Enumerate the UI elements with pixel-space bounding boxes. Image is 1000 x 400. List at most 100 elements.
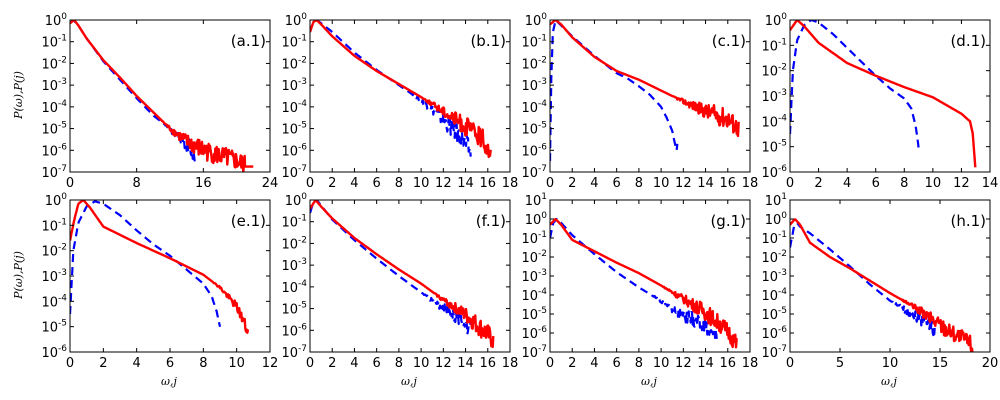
panel-h1: 0 5 10 15 20 10-7 10-6 10-5 10-4 10-3 10-2 10-1 100 1… (761, 192, 998, 371)
x-tick-label: 0 (786, 176, 794, 191)
series-p-omega-line (550, 217, 718, 343)
y-tick-label: 100 (285, 12, 308, 29)
x-tick-label: 14 (457, 356, 474, 371)
y-tick-label: 10-4 (41, 99, 67, 116)
panel-label: (d.1) (950, 32, 986, 50)
y-tick-label: 10-1 (761, 37, 787, 54)
x-tick-label: 12 (262, 356, 279, 371)
y-tick-label: 10-1 (41, 34, 67, 51)
x-tick-label: 0 (546, 176, 554, 191)
x-tick-label: 6 (872, 176, 880, 191)
x-tick-label: 4 (843, 176, 851, 191)
x-tick-label: 10 (228, 356, 245, 371)
x-tick-label: 6 (373, 356, 381, 371)
x-tick-label: 0 (66, 176, 74, 191)
x-tick-label: 10 (413, 176, 430, 191)
x-tick-label: 4 (350, 356, 358, 371)
x-tick-label: 14 (697, 176, 714, 191)
series-p-omega-line (790, 222, 936, 339)
plot-frame (69, 19, 271, 173)
panel-label: (g.1) (710, 212, 746, 230)
plot-frame (549, 19, 751, 173)
x-tick-label: 6 (373, 176, 381, 191)
y-tick-label: 10-1 (41, 217, 67, 234)
x-tick-label: 10 (925, 176, 942, 191)
y-tick-label: 10-5 (281, 121, 307, 138)
x-tick-label: 2 (568, 176, 576, 191)
x-tick-label: 0 (306, 356, 314, 371)
y-tick-label: 101 (765, 192, 787, 209)
x-tick-label: 4 (350, 176, 358, 191)
y-tick-label: 10-4 (761, 113, 787, 130)
x-tick-label: 15 (932, 356, 949, 371)
x-tick-label: 24 (262, 176, 279, 191)
panel-label: (e.1) (231, 212, 266, 230)
panel-e1: 0 2 4 6 8 10 12 10-6 10-5 10-4 10-3 10-2 10-1 100 (e.1… (41, 192, 278, 371)
x-tick-label: 12 (435, 356, 452, 371)
y-tick-label: 10-1 (521, 230, 547, 247)
x-tick-label: 8 (900, 176, 908, 191)
y-tick-label: 10-5 (761, 139, 787, 156)
x-tick-label: 10 (413, 356, 430, 371)
x-tick-label: 2 (568, 356, 576, 371)
y-tick-label: 10-6 (281, 142, 307, 159)
y-tick-label: 101 (525, 192, 547, 209)
plot-frame (309, 19, 511, 173)
y-tick-label: 10-6 (281, 322, 307, 339)
y-tick-label: 10-3 (521, 268, 547, 285)
series-p-j-line (550, 20, 740, 138)
y-tick-label: 10-5 (281, 301, 307, 318)
y-tick-label: 100 (525, 211, 548, 228)
y-tick-label: 100 (525, 12, 548, 29)
panel-label: (b.1) (470, 32, 506, 50)
x-tick-label: 16 (480, 356, 497, 371)
series-group (70, 200, 250, 334)
y-tick-label: 10-7 (41, 164, 67, 181)
x-tick-label: 8 (395, 356, 403, 371)
x-tick-label: 8 (635, 356, 643, 371)
y-tick-label: 10-7 (281, 344, 307, 361)
x-tick-label: 8 (635, 176, 643, 191)
x-tick-label: 4 (133, 356, 141, 371)
x-tick-label: 2 (99, 356, 107, 371)
series-group (790, 20, 977, 168)
x-tick-label: 0 (66, 356, 74, 371)
x-tick-label: 12 (675, 356, 692, 371)
y-tick-label: 100 (45, 192, 68, 209)
y-axis-label: P(ω),P(j) (12, 71, 25, 120)
y-tick-label: 10-2 (281, 235, 307, 252)
series-group (310, 20, 492, 159)
x-tick-label: 8 (199, 356, 207, 371)
series-group (790, 218, 974, 352)
y-tick-label: 10-7 (521, 344, 547, 361)
y-tick-label: 10-6 (41, 344, 67, 361)
series-p-j-line (70, 20, 254, 172)
x-tick-label: 10 (653, 356, 670, 371)
y-tick-label: 10-1 (281, 34, 307, 51)
series-p-omega-line (310, 20, 472, 157)
x-tick-label: 2 (328, 356, 336, 371)
x-tick-label: 0 (546, 356, 554, 371)
x-tick-label: 14 (982, 176, 999, 191)
panel-a1: 0 8 16 24 10-7 10-6 10-5 10-4 10-3 10-2 10-1 100 (a.… (41, 12, 278, 191)
x-tick-label: 6 (166, 356, 174, 371)
x-tick-label: 8 (133, 176, 141, 191)
x-tick-label: 18 (502, 356, 519, 371)
panels-group: 0 8 16 2410-710-610-510-410-310-210-1100(a.… (41, 12, 998, 371)
series-p-omega-line (550, 20, 679, 162)
panel-b1: 0 2 4 6 8 10 12 14 16 18 10-7 10-6 10-5 10-4 10-3 10-2 1… (281, 12, 518, 191)
y-tick-label: 100 (765, 211, 788, 228)
y-tick-label: 10-3 (281, 77, 307, 94)
y-tick-label: 100 (285, 192, 308, 209)
y-tick-label: 10-3 (521, 77, 547, 94)
y-tick-label: 10-2 (761, 63, 787, 80)
x-axis-label: ω,j (881, 375, 897, 388)
y-tick-label: 10-6 (41, 142, 67, 159)
x-tick-label: 2 (328, 176, 336, 191)
y-tick-label: 10-3 (41, 268, 67, 285)
y-tick-label: 10-5 (521, 121, 547, 138)
x-tick-label: 18 (742, 176, 759, 191)
y-tick-label: 10-4 (281, 279, 307, 296)
plot-frame (309, 199, 511, 353)
